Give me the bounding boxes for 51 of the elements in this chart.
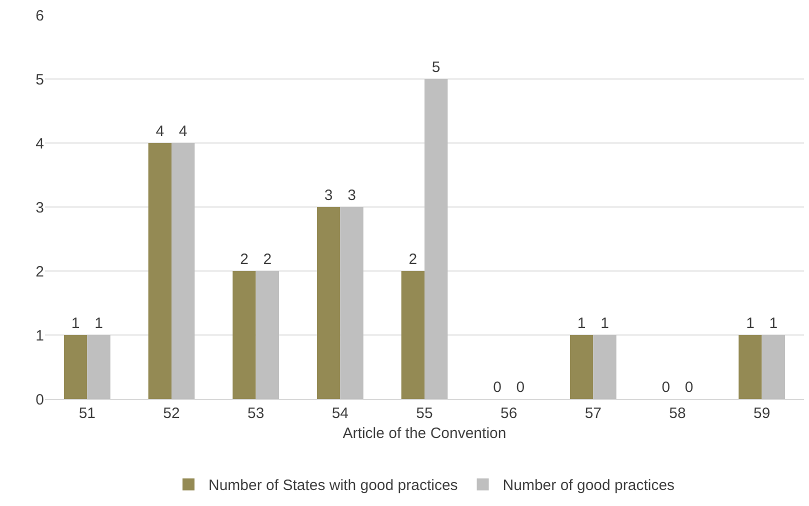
data-label: 1 <box>769 315 778 332</box>
bar <box>316 207 340 399</box>
data-label: 4 <box>178 123 188 140</box>
bar <box>762 335 786 399</box>
data-label: 4 <box>156 123 164 140</box>
bar <box>593 335 616 399</box>
bar <box>340 207 364 399</box>
bar <box>232 271 256 399</box>
x-axis-title: Article of the Convention <box>342 425 506 442</box>
data-label: 0 <box>684 379 694 396</box>
x-tick-label: 58 <box>669 405 686 422</box>
data-label: 1 <box>600 315 609 332</box>
bar <box>148 143 172 399</box>
data-label: 3 <box>348 187 356 204</box>
data-label: 2 <box>240 251 248 268</box>
data-label: 1 <box>94 315 103 332</box>
data-label: 1 <box>746 315 754 332</box>
bar <box>570 335 594 399</box>
x-tick-label: 51 <box>78 405 96 422</box>
data-label: 1 <box>71 315 80 332</box>
bar <box>424 79 448 399</box>
y-tick-label: 2 <box>36 263 44 280</box>
legend-label: Number of States with good practices <box>208 477 458 494</box>
bar <box>172 143 195 399</box>
y-tick-label: 3 <box>36 199 44 216</box>
x-tick-label: 54 <box>332 405 349 422</box>
legend-label: Number of good practices <box>502 477 675 494</box>
y-tick-label: 6 <box>36 7 44 24</box>
x-tick-label: 53 <box>247 405 264 422</box>
y-tick-label: 0 <box>36 391 44 408</box>
y-tick-label: 4 <box>36 135 44 152</box>
data-label: 0 <box>493 379 502 396</box>
bar <box>738 335 762 399</box>
data-label: 2 <box>263 251 272 268</box>
bar <box>256 271 280 399</box>
x-tick-label: 52 <box>163 405 180 422</box>
data-label: 0 <box>662 379 670 396</box>
bar <box>401 271 424 399</box>
y-tick-label: 1 <box>36 327 44 344</box>
data-label: 1 <box>577 315 586 332</box>
bar <box>64 335 88 399</box>
data-label: 5 <box>432 59 440 76</box>
x-tick-label: 56 <box>500 405 518 422</box>
data-label: 2 <box>408 251 418 268</box>
bar <box>87 335 110 399</box>
x-tick-label: 57 <box>584 405 602 422</box>
y-tick-label: 5 <box>36 71 44 88</box>
x-tick-label: 55 <box>416 405 433 422</box>
data-label: 3 <box>324 187 333 204</box>
data-label: 0 <box>516 379 525 396</box>
x-tick-label: 59 <box>753 405 770 422</box>
